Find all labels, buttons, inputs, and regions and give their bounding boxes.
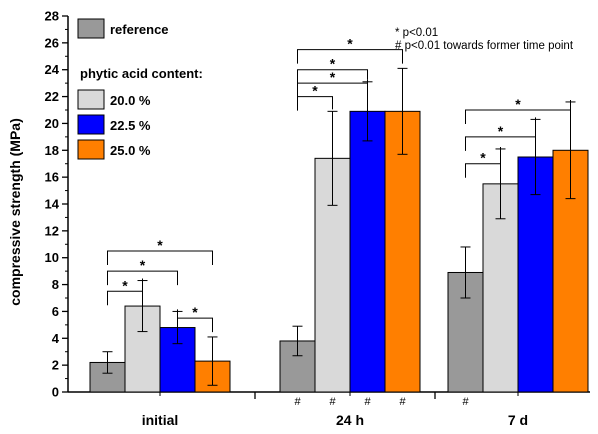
y-tick-label: 8 [52,277,59,292]
significance-star: * [192,304,198,320]
y-tick-label: 2 [52,358,59,373]
significance-star: * [312,83,318,99]
y-tick-label: 6 [52,304,59,319]
legend-label: 22.5 % [110,118,151,133]
legend-swatch [77,114,105,135]
y-tick-label: 4 [52,331,60,346]
significance-star: * [347,36,353,52]
significance-bracket [177,309,213,333]
significance-bracket [465,146,501,178]
legend-group-title: phytic acid content: [80,66,203,81]
x-category-label: 24 h [336,412,364,428]
significance-note: * p<0.01 [395,27,438,39]
hash-mark: # [462,396,469,408]
legend-label: reference [110,22,169,37]
significance-bracket [297,96,333,111]
significance-star: * [498,123,504,139]
significance-bracket [465,117,536,151]
legend-swatch [77,139,105,160]
y-tick-label: 26 [45,35,59,50]
significance-star: * [122,277,128,293]
y-tick-label: 14 [45,197,60,212]
legend-label: 20.0 % [110,93,151,108]
significance-bracket [107,270,178,286]
y-tick-label: 10 [45,250,59,265]
significance-star: * [140,257,146,273]
significance-star: * [157,237,163,253]
y-tick-label: 28 [45,9,59,24]
significance-bracket [297,69,368,84]
x-category-label: 7 d [508,412,528,428]
significance-note: # p<0.01 towards former time point [395,40,574,52]
significance-star: * [515,96,521,112]
hash-mark: # [364,396,371,408]
legend: reference phytic acid content: 20.0 % 22.5 … [77,18,203,160]
significance-star: * [480,150,486,166]
significance-bracket [107,278,143,306]
y-axis-title: compressive strength (MPa) [7,118,23,306]
legend-label: 25.0 % [110,143,151,158]
significance-star: * [330,69,336,85]
significance-notes: * p<0.01# p<0.01 towards former time poi… [395,27,574,52]
y-tick-label: 18 [45,143,59,158]
y-tick-label: 20 [45,116,59,131]
significance-bracket [297,79,368,98]
y-tick-label: 22 [45,89,59,104]
bar [349,110,386,393]
significance-bracket [297,49,403,64]
bars-group [89,67,589,393]
hash-mark: # [294,396,301,408]
hash-mark: # [399,396,406,408]
y-tick-label: 0 [52,385,59,400]
significance-star: * [330,56,336,72]
annotations-group: ***********# # # # # [107,36,571,408]
hash-mark: # [329,396,336,408]
legend-swatch [77,89,105,110]
y-tick-label: 12 [45,223,59,238]
y-tick-label: 24 [45,62,60,77]
significance-bracket [465,99,571,124]
significance-bracket [107,250,213,265]
y-tick-label: 16 [45,170,59,185]
legend-swatch [77,18,105,39]
x-category-label: initial [142,412,179,428]
